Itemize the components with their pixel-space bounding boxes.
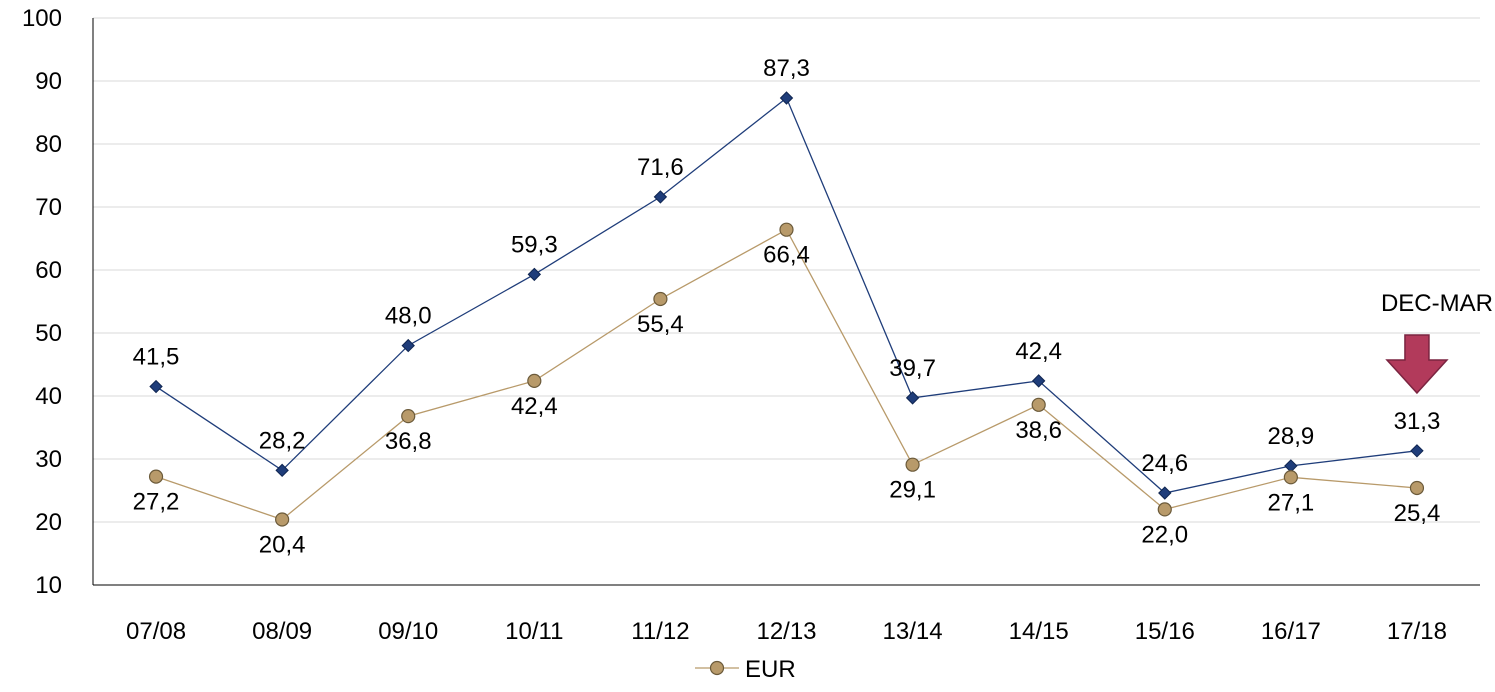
data-point-marker bbox=[1284, 459, 1298, 473]
data-point-marker bbox=[905, 457, 920, 472]
y-tick-label: 60 bbox=[35, 257, 62, 284]
data-point-marker bbox=[1031, 397, 1046, 412]
data-labels: 41,5 28,2 48,0 59,3 71,6 87,3 39,7 42,4 24,6 28,9… bbox=[133, 55, 1441, 558]
y-tick-label: 50 bbox=[35, 320, 62, 347]
data-label: 28,2 bbox=[259, 427, 306, 454]
x-tick-label: 12/13 bbox=[756, 618, 816, 645]
data-point-marker bbox=[401, 338, 415, 353]
data-point-marker bbox=[1409, 480, 1425, 496]
data-label: 31,3 bbox=[1394, 408, 1441, 435]
data-point-marker bbox=[1283, 470, 1298, 485]
data-point-marker bbox=[275, 512, 290, 527]
y-tick-label: 70 bbox=[35, 194, 62, 221]
data-label: 29,1 bbox=[889, 477, 936, 504]
x-tick-label: 11/12 bbox=[631, 618, 689, 645]
data-point-marker bbox=[149, 379, 163, 394]
x-tick-label: 13/14 bbox=[883, 618, 943, 645]
data-point-marker bbox=[275, 463, 289, 478]
data-point-marker bbox=[1158, 486, 1172, 500]
data-label: 66,4 bbox=[763, 242, 810, 269]
x-tick-label: 16/17 bbox=[1261, 618, 1321, 645]
data-point-marker bbox=[148, 469, 164, 484]
data-label: 55,4 bbox=[637, 311, 684, 338]
data-point-marker bbox=[1410, 444, 1424, 458]
data-label: 39,7 bbox=[889, 355, 936, 382]
data-label: 59,3 bbox=[511, 231, 558, 258]
series-line-primary bbox=[155, 96, 1418, 494]
y-tick-label: 40 bbox=[35, 383, 62, 410]
data-label: 41,5 bbox=[133, 344, 180, 371]
data-label: 27,2 bbox=[133, 489, 180, 516]
legend-marker bbox=[709, 660, 725, 676]
series bbox=[148, 91, 1425, 527]
data-label: 28,9 bbox=[1268, 423, 1315, 450]
data-point-marker bbox=[779, 222, 794, 237]
data-point-marker bbox=[1031, 374, 1046, 388]
data-point-marker bbox=[905, 391, 920, 405]
legend-label: EUR bbox=[745, 656, 796, 683]
y-tick-label: 30 bbox=[35, 446, 62, 473]
data-label: 48,0 bbox=[385, 303, 432, 330]
data-label: 71,6 bbox=[637, 154, 684, 181]
y-tick-label: 20 bbox=[35, 509, 62, 536]
legend: EUR bbox=[695, 656, 796, 683]
series-line-eur bbox=[155, 228, 1418, 521]
data-point-marker bbox=[779, 91, 794, 105]
data-point-marker bbox=[401, 409, 416, 424]
x-tick-label: 17/18 bbox=[1387, 618, 1447, 645]
data-point-marker bbox=[1157, 502, 1172, 517]
x-tick-label: 10/11 bbox=[505, 618, 563, 645]
data-label: 24,6 bbox=[1141, 450, 1188, 477]
y-tick-label: 90 bbox=[35, 68, 62, 95]
data-label: 25,4 bbox=[1394, 500, 1441, 527]
x-tick-label: 09/10 bbox=[378, 618, 438, 645]
data-label: 42,4 bbox=[1015, 338, 1062, 365]
x-tick-label: 15/16 bbox=[1135, 618, 1195, 645]
data-point-marker bbox=[527, 373, 542, 388]
x-tick-label: 14/15 bbox=[1009, 618, 1069, 645]
gridlines bbox=[93, 17, 1480, 523]
data-point-marker bbox=[527, 267, 542, 282]
data-point-marker bbox=[653, 291, 668, 307]
y-tick-label: 100 bbox=[22, 5, 62, 32]
data-label: 87,3 bbox=[763, 55, 810, 82]
x-tick-label: 07/08 bbox=[126, 618, 186, 645]
down-arrow-icon bbox=[1385, 334, 1449, 395]
data-point-marker bbox=[653, 190, 668, 204]
data-label: 38,6 bbox=[1015, 417, 1062, 444]
axes: 10 20 30 40 50 60 70 80 90 100 07/08 08/09 09/10 10/1… bbox=[22, 5, 1480, 645]
data-label: 27,1 bbox=[1268, 489, 1315, 516]
data-label: 36,8 bbox=[385, 428, 432, 455]
x-tick-label: 08/09 bbox=[252, 618, 312, 645]
annotation: DEC-MAR bbox=[1381, 290, 1493, 395]
data-label: 22,0 bbox=[1141, 521, 1188, 548]
data-label: 42,4 bbox=[511, 393, 558, 420]
data-label: 20,4 bbox=[259, 531, 306, 558]
y-tick-label: 10 bbox=[35, 572, 62, 599]
y-tick-label: 80 bbox=[35, 131, 62, 158]
annotation-text: DEC-MAR bbox=[1381, 290, 1493, 317]
